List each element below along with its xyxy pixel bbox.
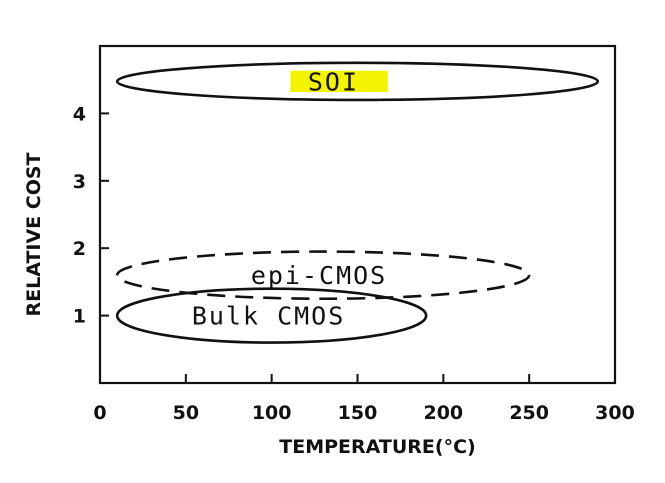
region-soi: SOI [115, 61, 600, 102]
plot-frame [98, 44, 617, 385]
x-tick-label: 150 [338, 402, 378, 424]
region-ellipse [115, 287, 428, 344]
region-bulk-cmos: Bulk CMOS [115, 287, 428, 344]
x-tick-label: 300 [595, 402, 635, 424]
y-tick-label: 3 [73, 171, 86, 193]
highlight-mark [290, 70, 388, 93]
region-label: epi-CMOS [251, 261, 387, 290]
y-tick-label: 1 [73, 306, 86, 328]
region-epi-cmos: epi-CMOS [115, 250, 531, 301]
y-axis-title: RELATIVE COST [23, 152, 45, 316]
region-label: SOI [308, 67, 359, 96]
region-label: Bulk CMOS [192, 302, 345, 331]
x-axis-title: TEMPERATURE(°C) [279, 436, 475, 458]
x-tick-label: 200 [423, 402, 463, 424]
region-ellipse [115, 61, 600, 102]
region-ellipse [115, 250, 531, 301]
y-tick-label: 4 [73, 103, 86, 125]
x-tick-label: 0 [93, 402, 106, 424]
y-tick-label: 2 [73, 238, 86, 260]
x-tick-label: 100 [252, 402, 292, 424]
x-tick-label: 50 [173, 402, 199, 424]
x-tick-label: 250 [509, 402, 549, 424]
